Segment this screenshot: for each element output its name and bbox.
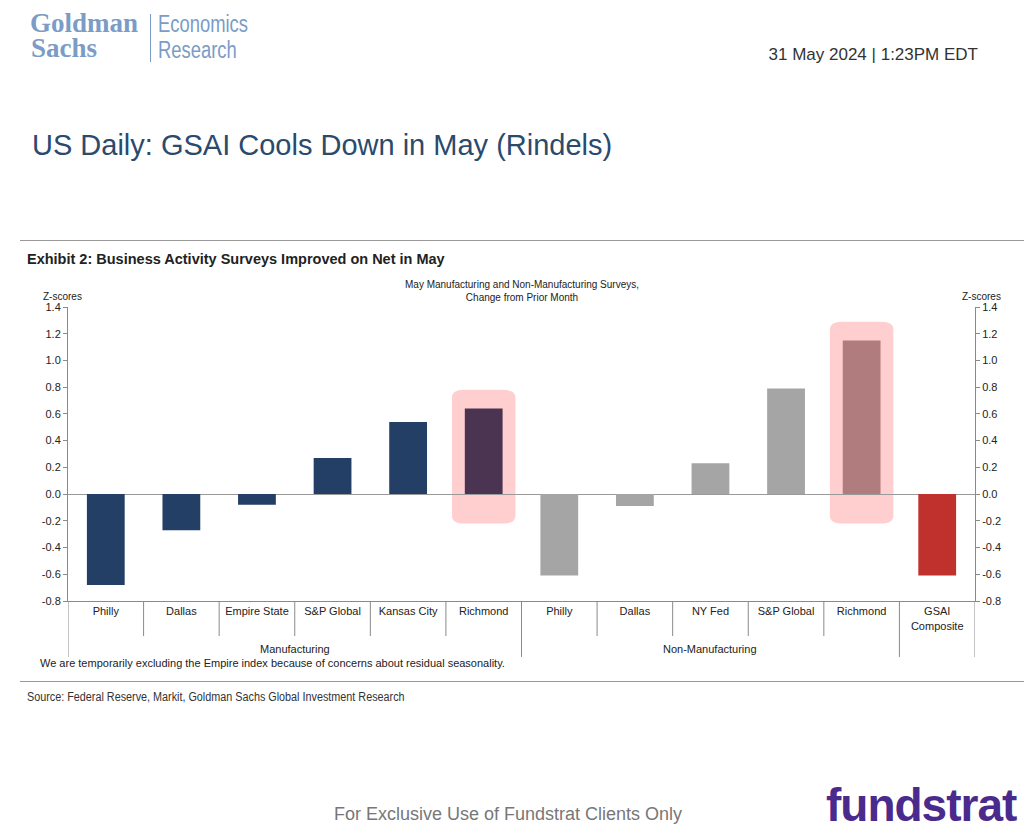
svg-text:0.2: 0.2 — [982, 461, 997, 473]
svg-text:Philly: Philly — [546, 605, 573, 617]
svg-text:S&P Global: S&P Global — [758, 605, 815, 617]
html-text:31 May 2024 | 1:23PM EDT: 31 May 2024 | 1:23PM EDT — [768, 45, 978, 64]
svg-text:1.4: 1.4 — [982, 301, 997, 313]
svg-text:Non-Manufacturing: Non-Manufacturing — [663, 643, 757, 655]
html-text:Goldman: Goldman — [30, 8, 138, 38]
html-text:Economics: Economics — [158, 11, 248, 37]
svg-text:0.2: 0.2 — [46, 461, 61, 473]
html-text:We are temporarily excluding t: We are temporarily excluding the Empire … — [40, 657, 505, 669]
svg-text:0.6: 0.6 — [982, 408, 997, 420]
svg-text:NY Fed: NY Fed — [692, 605, 729, 617]
svg-text:-0.2: -0.2 — [42, 515, 61, 527]
svg-text:0.8: 0.8 — [46, 381, 61, 393]
html-text:Source: Federal Reserve, Marki: Source: Federal Reserve, Markit, Goldman… — [27, 690, 405, 704]
svg-text:Philly: Philly — [93, 605, 120, 617]
svg-text:-0.2: -0.2 — [982, 515, 1001, 527]
svg-text:-0.6: -0.6 — [42, 568, 61, 580]
svg-text:-0.6: -0.6 — [982, 568, 1001, 580]
svg-text:0.8: 0.8 — [982, 381, 997, 393]
svg-text:0.4: 0.4 — [982, 434, 997, 446]
svg-text:Z-scores: Z-scores — [43, 291, 82, 302]
svg-text:-0.8: -0.8 — [42, 595, 61, 607]
svg-text:1.2: 1.2 — [982, 328, 997, 340]
html-text:Exhibit 2: Business Activity S: Exhibit 2: Business Activity Surveys Imp… — [27, 251, 445, 267]
svg-text:Kansas City: Kansas City — [379, 605, 438, 617]
html-text:US Daily: GSAI Cools Down in M: US Daily: GSAI Cools Down in May (Rindel… — [32, 129, 613, 161]
svg-text:1.4: 1.4 — [46, 301, 61, 313]
svg-text:Richmond: Richmond — [459, 605, 509, 617]
svg-text:GSAIComposite: GSAIComposite — [911, 605, 964, 631]
svg-text:Z-scores: Z-scores — [962, 291, 1001, 302]
svg-text:1.2: 1.2 — [46, 328, 61, 340]
svg-text:-0.4: -0.4 — [982, 541, 1001, 553]
html-text:For Exclusive Use of Fundstrat: For Exclusive Use of Fundstrat Clients O… — [334, 804, 683, 824]
svg-text:-0.4: -0.4 — [42, 541, 61, 553]
svg-text:0.6: 0.6 — [46, 408, 61, 420]
svg-text:-0.8: -0.8 — [982, 595, 1001, 607]
svg-text:Dallas: Dallas — [166, 605, 197, 617]
svg-text:Empire State: Empire State — [225, 605, 289, 617]
svg-text:0.4: 0.4 — [46, 434, 61, 446]
svg-text:1.0: 1.0 — [46, 354, 61, 366]
svg-text:Manufacturing: Manufacturing — [260, 643, 330, 655]
html-text:Sachs: Sachs — [31, 33, 97, 63]
html-text:Research: Research — [158, 37, 237, 63]
svg-text:S&P Global: S&P Global — [304, 605, 361, 617]
svg-text:Richmond: Richmond — [837, 605, 887, 617]
svg-text:0.0: 0.0 — [46, 488, 61, 500]
svg-text:0.0: 0.0 — [982, 488, 997, 500]
svg-text:Dallas: Dallas — [620, 605, 651, 617]
svg-text:May Manufacturing and Non-Manu: May Manufacturing and Non-Manufacturing … — [405, 279, 639, 303]
svg-text:1.0: 1.0 — [982, 354, 997, 366]
